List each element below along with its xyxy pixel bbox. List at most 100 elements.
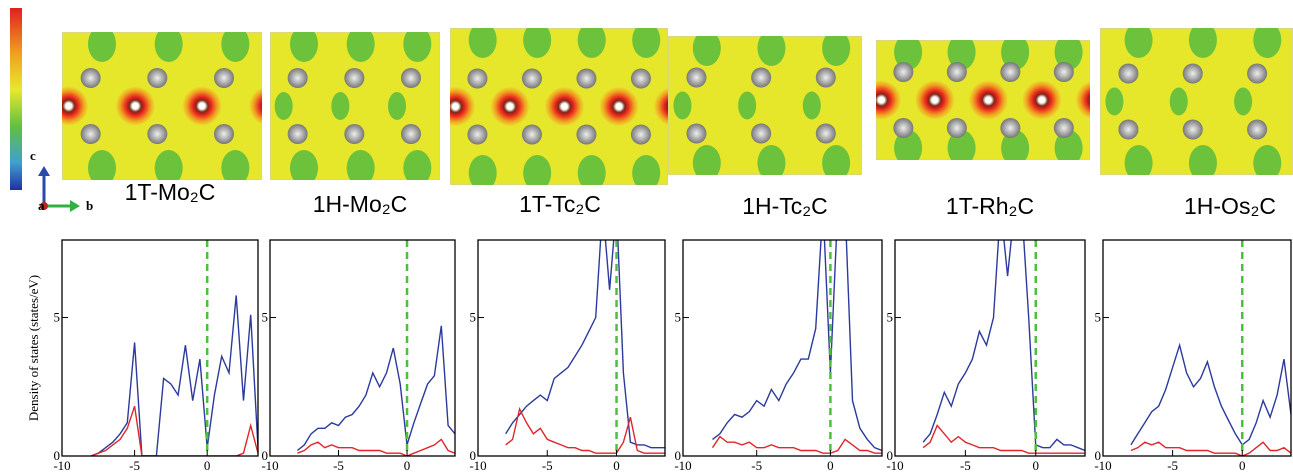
- atom: [80, 68, 101, 88]
- atom: [344, 124, 365, 144]
- atom: [686, 67, 707, 88]
- structure-image: [668, 36, 862, 175]
- lobe: [1124, 145, 1153, 175]
- x-tick-label: 0: [613, 458, 620, 473]
- atom: [521, 68, 542, 89]
- x-tick-label: -10: [1094, 458, 1111, 473]
- plot-area: [1130, 240, 1291, 456]
- y-tick-label: 5: [675, 310, 682, 325]
- atom: [815, 123, 836, 144]
- lobe: [468, 155, 497, 185]
- dos-line: [90, 405, 258, 456]
- panel-title: 1H-Os₂C: [1184, 193, 1276, 219]
- carbon: [182, 86, 222, 126]
- atom: [147, 124, 168, 144]
- atom: [893, 62, 914, 82]
- y-tick-label: 5: [54, 310, 61, 325]
- lobe: [1188, 145, 1217, 175]
- atom: [521, 124, 542, 145]
- lobe: [632, 28, 661, 58]
- dos-line: [296, 325, 455, 452]
- x-tick-label: -5: [960, 458, 971, 473]
- y-tick-label: 5: [887, 310, 894, 325]
- dos-line: [1130, 342, 1291, 446]
- lobe: [692, 145, 721, 175]
- atom: [287, 68, 308, 88]
- plot-frame: [269, 239, 456, 457]
- dos-line: [1130, 441, 1291, 456]
- dos-line: [297, 438, 455, 456]
- plot-area: [505, 240, 665, 456]
- lobe: [1188, 28, 1217, 58]
- x-tick-label: 0: [1032, 458, 1039, 473]
- lobe: [673, 91, 692, 120]
- atom: [401, 124, 421, 144]
- x-tick-label: -10: [469, 458, 486, 473]
- plot-area: [922, 240, 1085, 456]
- atom: [815, 67, 836, 88]
- x-tick-label: 0: [827, 458, 834, 473]
- x-tick-label: -10: [261, 458, 278, 473]
- plot-area: [296, 240, 455, 456]
- carbon: [62, 86, 89, 126]
- atom: [1053, 62, 1074, 82]
- lobe: [290, 32, 318, 62]
- atom: [686, 123, 707, 144]
- panel-title: 1H-Tc₂C: [742, 193, 828, 219]
- atom: [214, 124, 234, 144]
- x-tick-label: -5: [751, 458, 762, 473]
- carbon: [544, 86, 585, 127]
- panel-title: 1T-Tc₂C: [519, 191, 601, 217]
- lobe: [403, 32, 432, 62]
- x-tick-label: -10: [886, 458, 903, 473]
- plot-frame: [1102, 239, 1292, 457]
- carbon: [1075, 80, 1090, 120]
- x-tick-label: -10: [53, 458, 70, 473]
- axis-label-a: a: [38, 198, 45, 213]
- lobe: [757, 36, 786, 66]
- atom: [1053, 118, 1074, 138]
- lobe: [331, 92, 350, 120]
- lobe: [632, 155, 661, 185]
- x-tick-label: -5: [1167, 458, 1178, 473]
- panel-title: 1T-Mo₂C: [125, 179, 216, 205]
- lobe: [403, 150, 432, 180]
- carbon: [653, 87, 668, 126]
- lobe: [1253, 145, 1282, 175]
- lobe: [468, 28, 497, 58]
- atom: [893, 118, 914, 138]
- dos-line: [505, 240, 665, 449]
- atom: [946, 62, 967, 82]
- lobe: [1124, 28, 1153, 58]
- atom: [467, 124, 488, 145]
- x-tick-label: -5: [542, 458, 553, 473]
- lobe: [802, 91, 821, 120]
- lobe: [738, 91, 757, 120]
- plot-frame: [61, 239, 259, 457]
- axis-label-c: c: [30, 148, 36, 163]
- carbon: [1021, 80, 1062, 120]
- structure-image: [876, 40, 1090, 160]
- lobe: [577, 155, 606, 185]
- y-axis-label: Density of states (states/eV): [26, 275, 41, 421]
- y-tick-label: 0: [887, 448, 894, 463]
- atom: [576, 124, 597, 145]
- x-tick-label: -10: [674, 458, 691, 473]
- lobe: [88, 150, 116, 180]
- carbon: [968, 80, 1009, 120]
- atom: [401, 68, 421, 88]
- axes-legend: c a b: [30, 148, 93, 213]
- lobe: [1234, 87, 1253, 116]
- x-tick-label: -5: [129, 458, 140, 473]
- atom: [1247, 63, 1268, 84]
- axis-label-b: b: [86, 198, 93, 213]
- atom: [751, 67, 772, 88]
- structure-image: [270, 32, 440, 180]
- x-tick-label: 0: [404, 458, 411, 473]
- y-tick-label: 0: [1095, 448, 1102, 463]
- y-tick-label: 5: [262, 310, 269, 325]
- atom: [80, 124, 101, 144]
- lobe: [274, 92, 293, 120]
- lobe: [154, 150, 183, 180]
